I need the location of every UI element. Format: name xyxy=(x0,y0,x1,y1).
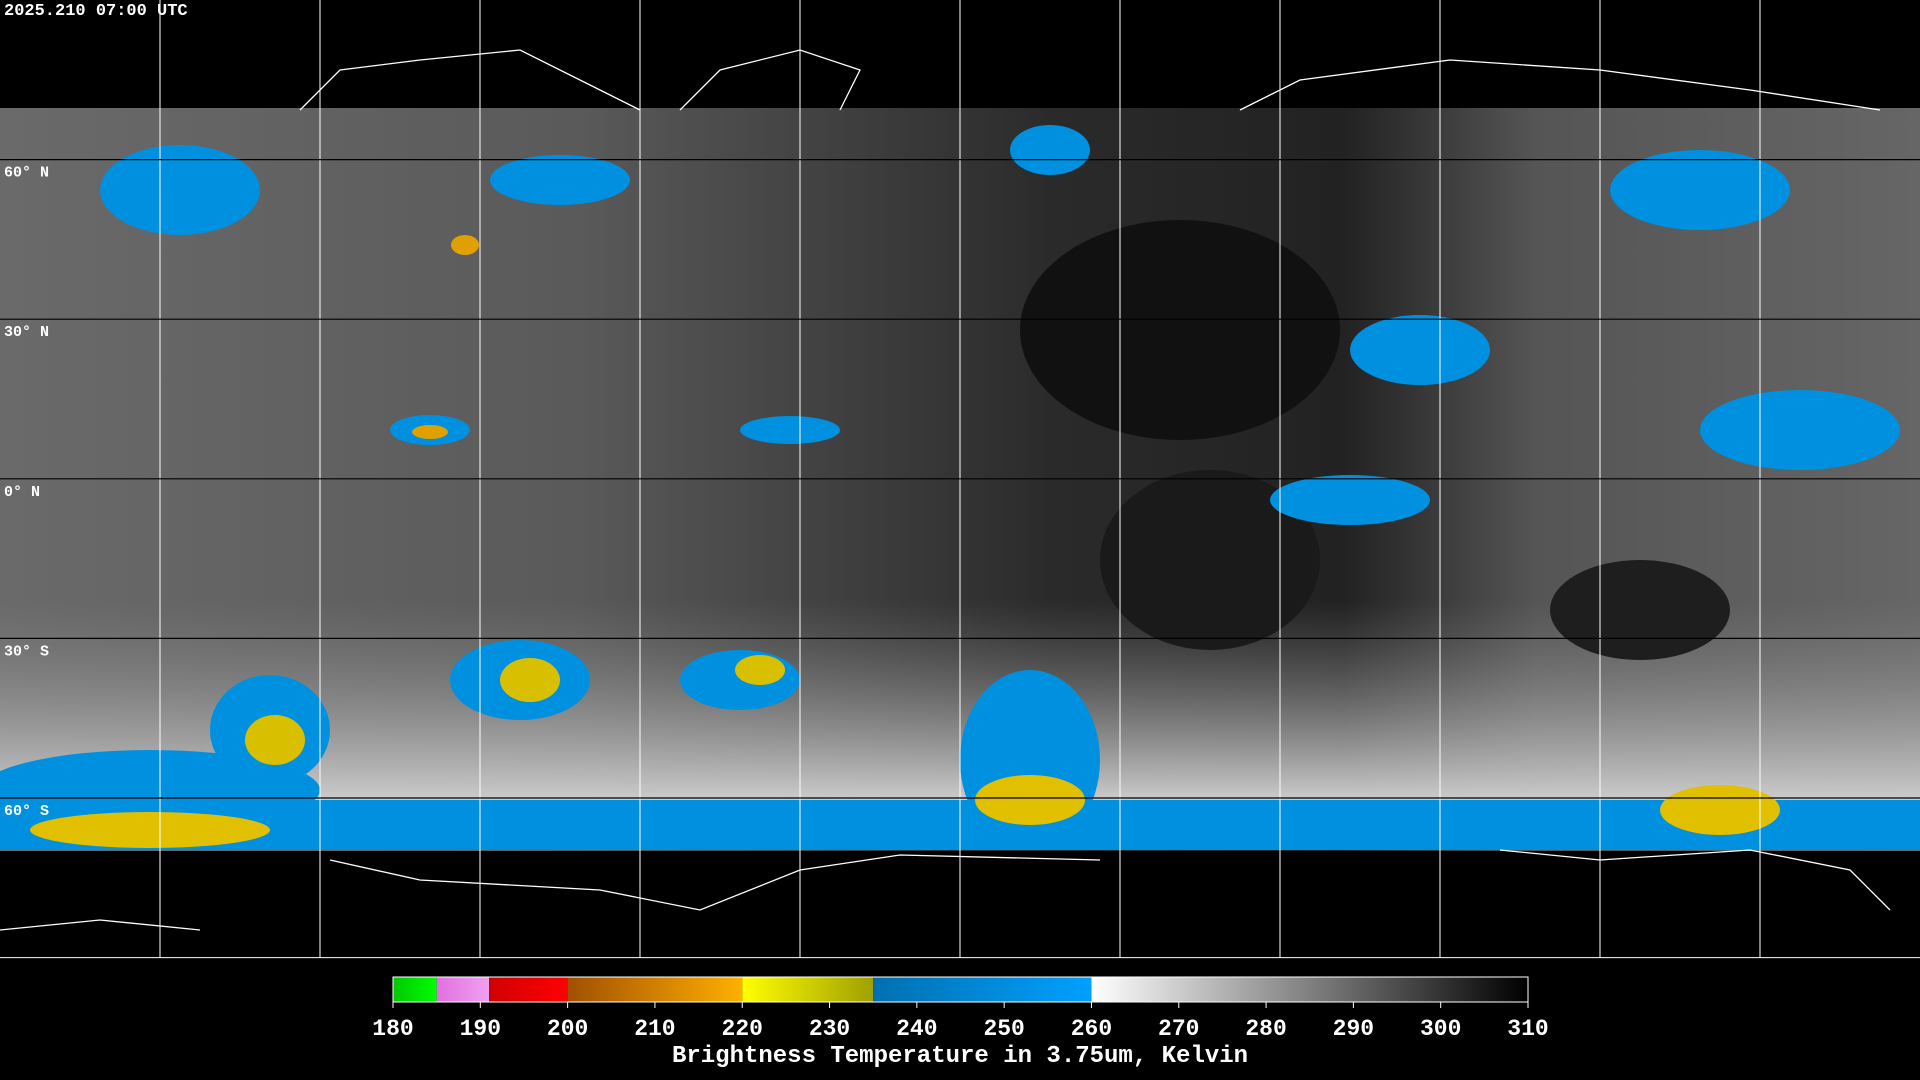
colorbar-label: Brightness Temperature in 3.75um, Kelvin xyxy=(672,1043,1248,1070)
cloud xyxy=(451,235,479,255)
cloud xyxy=(30,812,270,848)
tick-label: 260 xyxy=(1071,1016,1112,1042)
coastline xyxy=(0,919,201,931)
tick-label: 250 xyxy=(983,1016,1024,1042)
tick-label: 290 xyxy=(1333,1016,1374,1042)
colorbar-segment xyxy=(393,977,437,1002)
cloud xyxy=(100,145,260,235)
colorbar-segment xyxy=(567,977,743,1002)
clear-sky xyxy=(1020,220,1340,440)
tick-label: 240 xyxy=(896,1016,937,1042)
tick-label: 220 xyxy=(722,1016,763,1042)
cloud xyxy=(1610,150,1790,230)
clear-sky xyxy=(1100,470,1320,650)
colorbar-segment xyxy=(873,977,1092,1002)
graticule: 60° N 30° N 0° N 30° S 60° S xyxy=(0,0,1920,959)
colorbar-segment xyxy=(489,977,568,1002)
cloud xyxy=(1350,315,1490,385)
tick-label: 180 xyxy=(372,1016,413,1042)
coastline xyxy=(1499,849,1891,911)
lat-label: 0° N xyxy=(4,484,40,501)
colorbar-segment xyxy=(742,977,874,1002)
clear-sky xyxy=(1550,560,1730,660)
colorbar-frame xyxy=(392,976,1529,1003)
cloud xyxy=(1660,785,1780,835)
cloud xyxy=(412,425,448,439)
tick-label: 230 xyxy=(809,1016,850,1042)
colorbar: 180 190 200 210 220 230 240 250 260 270 280 290 300 3… xyxy=(372,976,1549,1042)
colorbar-segment xyxy=(1091,977,1528,1002)
colorbar-segment xyxy=(436,977,490,1002)
tick-label: 280 xyxy=(1245,1016,1286,1042)
coastline xyxy=(1239,59,1881,111)
tick-label: 210 xyxy=(634,1016,675,1042)
cloud xyxy=(740,416,840,444)
lat-label: 60° S xyxy=(4,803,49,820)
cloud xyxy=(1270,475,1430,525)
lat-label: 30° S xyxy=(4,643,49,660)
tick-label: 190 xyxy=(460,1016,501,1042)
coastline xyxy=(329,854,1101,911)
tick-label: 310 xyxy=(1507,1016,1548,1042)
cloud xyxy=(735,655,785,685)
cloud xyxy=(490,155,630,205)
cloud xyxy=(1700,390,1900,470)
coastline xyxy=(299,49,641,111)
coastlines xyxy=(0,49,1891,931)
lat-label: 60° N xyxy=(4,165,49,182)
cloud xyxy=(245,715,305,765)
tick-label: 200 xyxy=(547,1016,588,1042)
timestamp: 2025.210 07:00 UTC xyxy=(4,2,188,21)
tick-label: 270 xyxy=(1158,1016,1199,1042)
tick-label: 300 xyxy=(1420,1016,1461,1042)
cloud xyxy=(500,658,560,702)
cloud xyxy=(1010,125,1090,175)
cloud xyxy=(975,775,1085,825)
lat-label: 30° N xyxy=(4,324,49,341)
cloud xyxy=(680,650,800,710)
